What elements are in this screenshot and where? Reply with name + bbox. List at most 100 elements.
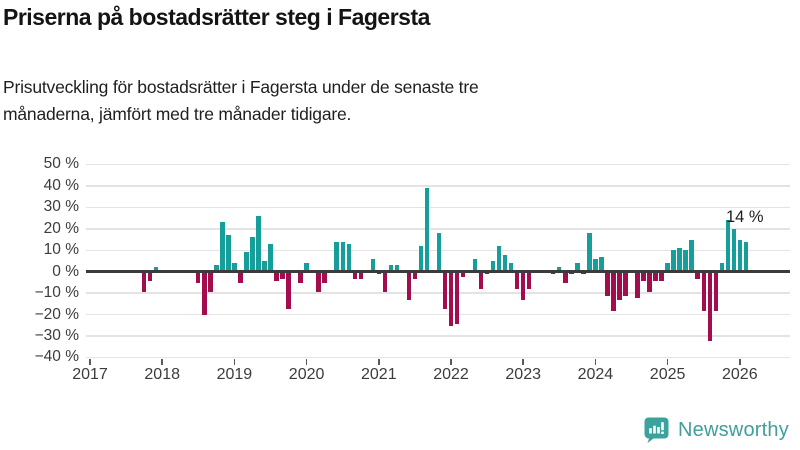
bar: [689, 239, 694, 272]
bar: [346, 243, 351, 272]
bar: [226, 235, 231, 272]
bar: [719, 263, 724, 272]
x-axis-label: 2019: [216, 366, 253, 383]
x-axis-tick: [305, 358, 308, 365]
x-axis-tick: [89, 358, 91, 365]
bar: [460, 272, 466, 277]
y-axis-label: −40 %: [34, 348, 79, 366]
bar: [484, 272, 490, 275]
bar: [262, 260, 267, 272]
bar: [671, 250, 676, 272]
bar: [316, 272, 321, 292]
bar: [274, 272, 279, 281]
x-axis-label: 2023: [505, 366, 541, 383]
x-axis-label: 2025: [649, 366, 686, 383]
bar: [731, 228, 736, 272]
gridline: [86, 356, 790, 359]
y-axis-label: 0 %: [52, 262, 79, 280]
y-axis-label: −30 %: [34, 327, 79, 345]
x-axis-tick: [594, 358, 597, 365]
bar: [575, 263, 580, 272]
bar: [647, 272, 652, 292]
bar: [382, 272, 387, 292]
y-axis-label: 20 %: [43, 219, 79, 237]
bar: [581, 272, 586, 275]
x-axis-tick: [233, 358, 236, 365]
bar: [617, 272, 622, 301]
bar: [153, 267, 159, 272]
x-axis-tick: [378, 358, 380, 365]
bar: [268, 243, 273, 272]
x-axis-label: 2017: [72, 366, 108, 383]
bar: [641, 272, 646, 281]
y-axis-label: 40 %: [43, 176, 79, 194]
bar: [737, 239, 742, 272]
bar: [605, 272, 610, 296]
bar: [496, 245, 502, 272]
bar: [196, 272, 201, 284]
bar: [208, 272, 213, 292]
last-value-label: 14 %: [726, 208, 764, 226]
bar: [502, 254, 508, 272]
gridline: [86, 185, 790, 187]
bar: [298, 272, 303, 284]
gridline: [86, 163, 790, 166]
newsworthy-logo: Newsworthy: [644, 417, 789, 443]
bar: [743, 241, 748, 272]
bar: [478, 272, 484, 290]
bar: [280, 272, 285, 279]
gridline: [86, 206, 790, 209]
x-axis-tick: [739, 358, 741, 365]
bar: [442, 272, 448, 309]
bar: [569, 272, 574, 275]
bar: [593, 258, 598, 272]
chart-title: Priserna på bostadsrätter steg i Fagerst…: [3, 4, 430, 30]
bar: [599, 256, 604, 272]
bar: [527, 272, 532, 290]
bar: [701, 272, 706, 311]
bar: [454, 272, 460, 324]
y-axis-label: 50 %: [43, 155, 79, 173]
bar: [659, 272, 664, 281]
bar: [611, 272, 616, 311]
bar: [202, 272, 207, 316]
x-axis-tick: [522, 358, 524, 365]
bar: [304, 263, 309, 272]
gridline: [86, 313, 790, 316]
bar: [244, 252, 249, 272]
bar: [508, 263, 514, 272]
x-axis-label: 2022: [433, 366, 469, 383]
bar: [521, 272, 526, 301]
gridline: [86, 228, 790, 230]
bar: [358, 272, 363, 279]
bar: [147, 272, 153, 281]
bar: [713, 272, 718, 311]
bar: [587, 233, 592, 272]
bar: [232, 263, 237, 272]
x-axis-tick: [161, 358, 163, 365]
bar: [623, 272, 628, 296]
gridline: [86, 292, 790, 294]
newsworthy-wordmark: Newsworthy: [678, 418, 789, 441]
bar: [370, 258, 375, 272]
bar: [340, 241, 345, 272]
y-axis-label: 30 %: [43, 198, 79, 216]
bar: [412, 272, 418, 279]
bar: [220, 222, 225, 272]
bar: [653, 272, 658, 281]
subtitle-line-2: månaderna, jämfört med tre månader tidig…: [3, 104, 352, 124]
bar: [322, 272, 327, 284]
bar: [557, 267, 562, 272]
x-axis-label: 2024: [577, 366, 614, 383]
bar: [707, 272, 712, 341]
bar: [490, 260, 496, 272]
bar: [376, 272, 381, 275]
bar: [141, 272, 147, 292]
bar: [406, 272, 412, 301]
bar: [214, 265, 219, 272]
x-axis-tick: [666, 358, 669, 365]
x-axis-label: 2020: [288, 366, 325, 383]
y-axis-label: −10 %: [34, 284, 79, 302]
bar: [683, 250, 688, 272]
